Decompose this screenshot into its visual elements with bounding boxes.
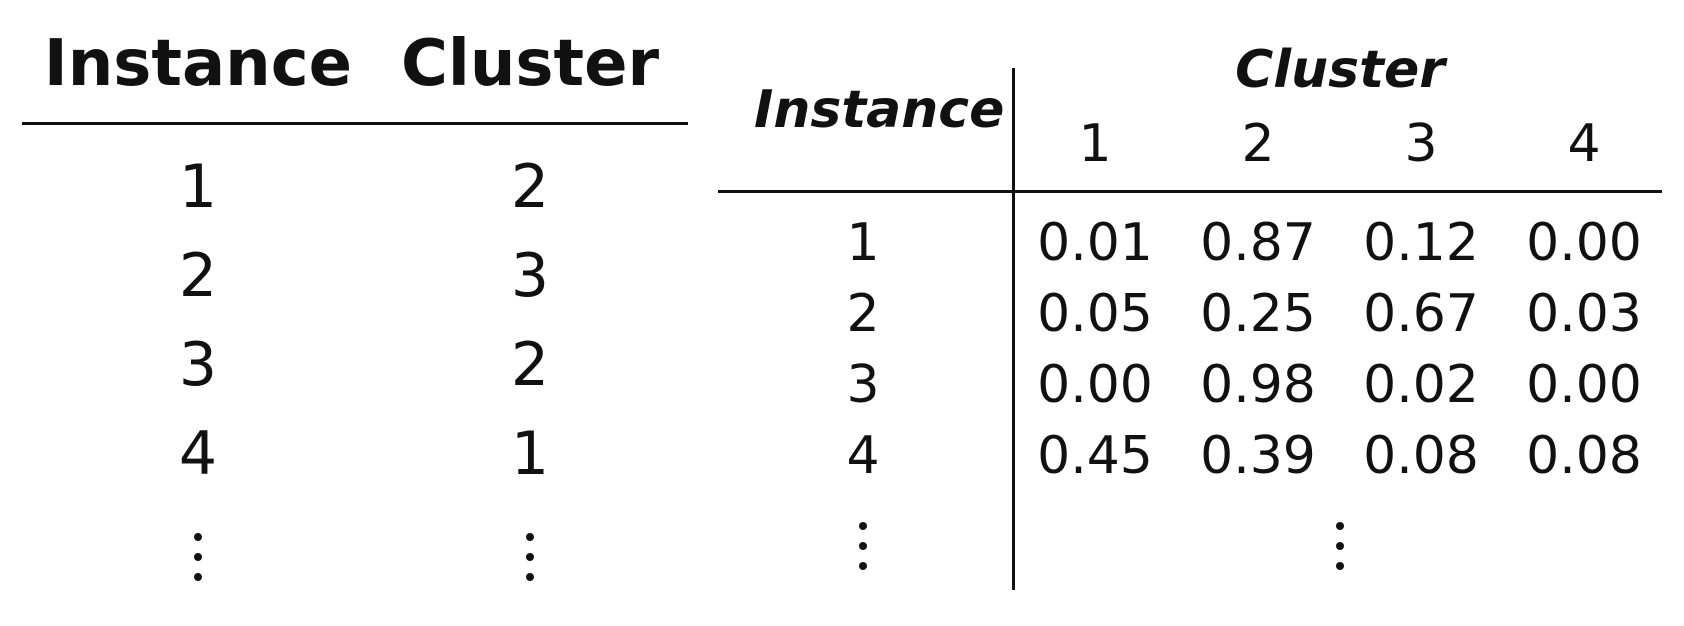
membership-value: 0.08 [1526,426,1642,486]
column-divider [1012,68,1015,590]
membership-value: 0.12 [1363,213,1479,273]
instance-header: Instance [43,27,353,101]
cluster-column-label: 2 [1241,114,1275,174]
vertical-ellipsis [194,533,202,581]
cluster-cell: 3 [510,241,550,311]
cluster-column-label: 4 [1567,114,1601,174]
instance-cell: 2 [178,241,218,311]
membership-value: 0.00 [1037,355,1153,415]
vertical-ellipsis [526,533,534,581]
membership-value: 0.45 [1037,426,1153,486]
instance-cell: 3 [178,330,218,400]
cluster-column-label: 3 [1404,114,1438,174]
cluster-header: Cluster [400,27,660,101]
header-rule [22,122,688,125]
vertical-ellipsis [859,522,867,570]
cluster-cell: 2 [510,152,550,222]
instance-cell: 1 [178,152,218,222]
membership-value: 0.39 [1200,426,1316,486]
instance-cell: 3 [846,355,880,415]
membership-value: 0.01 [1037,213,1153,273]
membership-value: 0.03 [1526,284,1642,344]
cluster-cell: 1 [510,419,550,489]
membership-value: 0.00 [1526,355,1642,415]
membership-value: 0.00 [1526,213,1642,273]
membership-value: 0.25 [1200,284,1316,344]
membership-value: 0.02 [1363,355,1479,415]
header-rule [718,190,1662,193]
instance-cell: 1 [846,213,880,273]
instance-cell: 4 [846,426,880,486]
membership-value: 0.08 [1363,426,1479,486]
instance-cell: 4 [178,419,218,489]
membership-value: 0.87 [1200,213,1316,273]
cluster-cell: 2 [510,330,550,400]
cluster-header: Cluster [1235,40,1445,100]
instance-header: Instance [754,80,1005,140]
vertical-ellipsis [1336,522,1344,570]
membership-value: 0.67 [1363,284,1479,344]
cluster-column-label: 1 [1078,114,1112,174]
membership-value: 0.05 [1037,284,1153,344]
instance-cell: 2 [846,284,880,344]
membership-value: 0.98 [1200,355,1316,415]
